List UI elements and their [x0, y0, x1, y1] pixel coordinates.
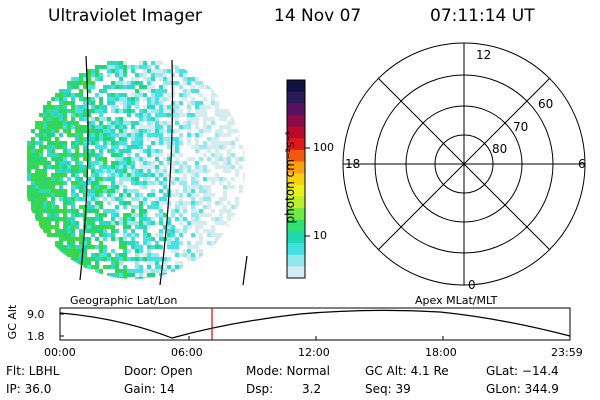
info-glon: GLon: 344.9: [486, 382, 559, 396]
mlat-label-60: 60: [538, 97, 554, 111]
info-dsp-value: 3.2: [302, 382, 322, 396]
colorbar-swatch: [287, 103, 305, 116]
alt-xtick-label-1200: 12:00: [298, 346, 330, 359]
colorbar-swatch: [287, 208, 305, 221]
apex-caption: Apex MLat/MLT: [415, 294, 498, 307]
colorbar-swatch: [287, 196, 305, 209]
colorbar-unit-label: photon cm⁻²s⁻¹: [283, 130, 297, 224]
info-gc-alt: GC Alt: 4.1 Re: [365, 364, 449, 378]
mlt-label-12: 12: [476, 48, 492, 62]
polar-diagonal-2: [377, 77, 551, 251]
uv-image-disk: [27, 55, 248, 286]
meridian-line-3: [242, 255, 248, 286]
colorbar-swatch: [287, 161, 305, 174]
color-bar: [287, 80, 305, 279]
instrument-title: Ultraviolet Imager: [48, 6, 202, 26]
meridian-line-1: [79, 55, 89, 281]
mlt-label-18: 18: [345, 157, 361, 171]
colorbar-swatch: [287, 231, 305, 244]
colorbar-label-10: 10: [313, 229, 327, 242]
header-date: 14 Nov 07: [274, 6, 362, 26]
alt-xtick-label-0600: 06:00: [171, 346, 203, 359]
colorbar-swatch: [287, 114, 305, 128]
info-filter: Flt: LBHL: [6, 364, 60, 378]
altitude-curve: [59, 309, 571, 339]
altitude-plot-frame: [59, 307, 571, 341]
alt-xtick-label-2359: 23:59: [551, 346, 583, 359]
colorbar-swatch: [287, 173, 305, 186]
alt-ytick-label-9: 9.0: [27, 308, 45, 321]
info-gain: Gain: 14: [124, 382, 175, 396]
info-door: Door: Open: [124, 364, 193, 378]
colorbar-swatch: [287, 254, 305, 267]
alt-xtick-label-1800: 18:00: [425, 346, 457, 359]
info-seq: Seq: 39: [365, 382, 411, 396]
colorbar-swatch: [287, 80, 305, 93]
colorbar-swatch: [287, 126, 305, 139]
altitude-plot: [59, 307, 571, 341]
info-mode: Mode: Normal: [246, 364, 330, 378]
polar-plot: [342, 42, 586, 286]
colorbar-swatch: [287, 138, 305, 151]
info-ip: IP: 36.0: [6, 382, 52, 396]
meridian-line-2: [159, 59, 174, 286]
alt-ylabel: GC Alt: [6, 304, 19, 340]
header-time: 07:11:14 UT: [430, 6, 535, 26]
mlat-label-70: 70: [513, 120, 529, 134]
mlt-label-0: 0: [468, 278, 476, 292]
colorbar-label-100: 100: [313, 141, 334, 154]
colorbar-swatch: [287, 149, 305, 163]
mlt-label-6: 6: [578, 157, 586, 171]
info-glat: GLat: −14.4: [486, 364, 559, 378]
mlat-label-80: 80: [492, 142, 508, 156]
alt-ytick-label-1.8: 1.8: [27, 330, 45, 343]
colorbar-swatch: [287, 184, 305, 198]
alt-xtick-label-0000: 00:00: [44, 346, 76, 359]
info-dsp: Dsp:: [246, 382, 274, 396]
colorbar-swatch: [287, 266, 305, 279]
colorbar-swatch: [287, 243, 305, 256]
colorbar-swatch: [287, 91, 305, 104]
geographic-caption: Geographic Lat/Lon: [70, 294, 178, 307]
color-bar-frame: [286, 79, 306, 279]
colorbar-swatch: [287, 219, 305, 233]
